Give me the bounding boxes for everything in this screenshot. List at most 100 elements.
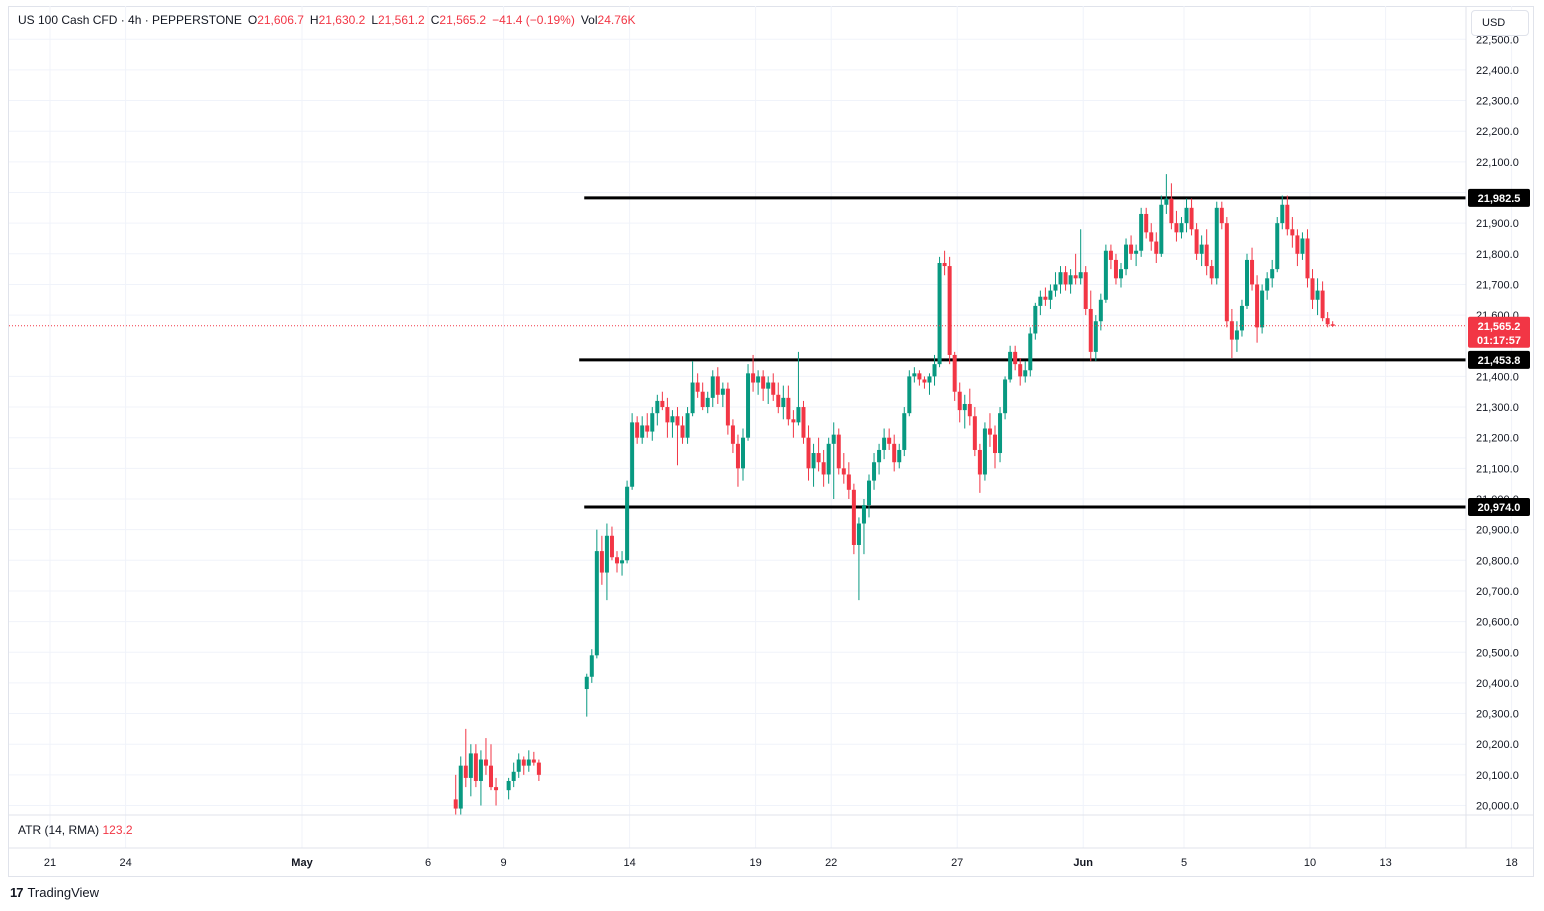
tradingview-brand-name: TradingView — [27, 885, 100, 900]
y-tick-label: 20,900.0 — [1476, 525, 1519, 537]
candle-body — [1008, 351, 1013, 380]
horizontal-levels[interactable] — [579, 196, 1466, 509]
grid-lines — [9, 6, 1513, 848]
candle-body — [536, 762, 541, 775]
candle-body — [1234, 330, 1239, 340]
candle — [776, 382, 781, 414]
y-tick-label: 20,600.0 — [1476, 617, 1519, 629]
volume-value: 24.76K — [597, 13, 636, 27]
candle-body — [1295, 235, 1300, 254]
candle-body — [1154, 241, 1159, 254]
atr-indicator-legend[interactable]: ATR (14, RMA) 123.2 — [18, 823, 133, 837]
candle-body — [1199, 244, 1204, 254]
candle — [1320, 281, 1325, 322]
candle — [927, 373, 932, 395]
candle-body — [599, 551, 604, 573]
candle-body — [993, 434, 997, 454]
symbol-title[interactable]: US 100 Cash CFD · 4h · PEPPERSTONE — [18, 13, 242, 27]
candle-body — [806, 437, 811, 469]
candle — [1325, 312, 1330, 328]
candle-body — [660, 400, 665, 408]
candle — [922, 376, 927, 389]
y-tick-label: 21,900.0 — [1476, 218, 1519, 230]
time-axis[interactable]: 2124May6914192227Jun51013182326Jul4 — [44, 857, 1544, 869]
candle — [584, 673, 589, 717]
candle-body — [1063, 272, 1068, 285]
candle-body — [1189, 207, 1194, 230]
candle-body — [640, 425, 645, 438]
candle-body — [478, 759, 483, 781]
candle-body — [1159, 204, 1164, 254]
candle-body — [766, 382, 771, 389]
candle — [1068, 269, 1073, 294]
candle-body — [1073, 275, 1078, 279]
chart-frame — [8, 6, 1534, 877]
candle-body — [1078, 272, 1083, 279]
candle — [882, 428, 887, 460]
candle-body — [1103, 250, 1108, 300]
candle — [1209, 259, 1214, 285]
candle — [665, 397, 670, 438]
candle-body — [483, 759, 488, 766]
candle — [1219, 201, 1224, 230]
y-tick-label: 20,100.0 — [1476, 770, 1519, 782]
candle-body — [1174, 223, 1179, 233]
level-label-text: 21,982.5 — [1478, 193, 1521, 205]
close-label: C — [430, 13, 440, 27]
candle-body — [821, 462, 826, 475]
candle — [720, 382, 725, 408]
candle — [1058, 266, 1063, 294]
last-price-bg — [1468, 316, 1530, 348]
candle-body — [516, 759, 521, 772]
candle-body — [927, 376, 932, 383]
candle — [1008, 345, 1013, 383]
candle-body — [1048, 290, 1053, 300]
candle — [453, 774, 458, 815]
candle-body — [786, 397, 791, 420]
candle-body — [489, 765, 493, 788]
candle — [1169, 183, 1174, 230]
y-tick-label: 21,700.0 — [1476, 279, 1519, 291]
candle-body — [584, 676, 589, 690]
candle — [735, 434, 740, 487]
candle — [599, 535, 604, 585]
candle — [1038, 290, 1043, 316]
candle — [1214, 201, 1219, 285]
candle — [594, 529, 599, 659]
currency-button[interactable]: USD — [1471, 10, 1529, 36]
candle-body — [1320, 290, 1325, 319]
candle-body — [1310, 278, 1315, 300]
candle — [977, 443, 982, 493]
candles — [453, 174, 1335, 815]
y-tick-label: 20,700.0 — [1476, 586, 1519, 598]
candle — [589, 649, 594, 683]
level-label-bg — [1468, 350, 1530, 369]
candle — [604, 523, 609, 601]
candle — [1285, 195, 1290, 236]
candle — [1245, 253, 1249, 309]
candle-body — [942, 262, 947, 267]
candle — [1073, 253, 1078, 285]
candle-body — [620, 560, 625, 564]
y-tick-label: 20,300.0 — [1476, 709, 1519, 721]
symbol-legend: US 100 Cash CFD · 4h · PEPPERSTONE O21,60… — [18, 13, 636, 27]
candle — [1149, 223, 1154, 251]
candle-body — [1194, 229, 1199, 254]
candle-body — [781, 397, 786, 408]
candle-body — [463, 765, 468, 778]
candle — [851, 483, 856, 555]
candle — [685, 407, 690, 444]
candle-body — [972, 416, 977, 450]
price-axis[interactable]: 22,500.0 22,400.0 22,300.0 22,200.0 22,100.0… — [1476, 34, 1519, 812]
candle-body — [796, 407, 801, 423]
x-tick-label: 18 — [1505, 857, 1517, 869]
candle-body — [952, 354, 957, 392]
candle-body — [1285, 204, 1290, 230]
candle-body — [735, 443, 740, 469]
tradingview-logo[interactable]: 17 TradingView — [10, 885, 99, 900]
candle — [1194, 223, 1199, 260]
candle — [1078, 229, 1083, 285]
candle — [531, 751, 536, 766]
high-label: H — [309, 13, 319, 27]
